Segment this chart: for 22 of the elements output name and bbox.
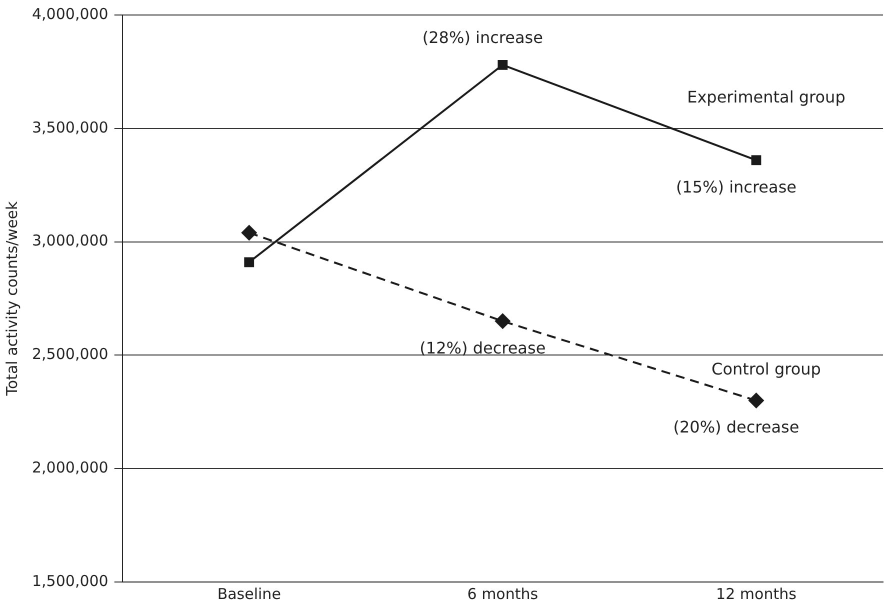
annotation: (28%) increase (422, 28, 543, 48)
annotation: (15%) increase (676, 177, 797, 196)
x-tick-label: Baseline (217, 584, 281, 603)
x-tick-label: 12 months (716, 584, 797, 603)
point (494, 313, 511, 330)
y-axis-title: Total activity counts/week (2, 200, 21, 397)
y-tick-label: 3,000,000 (32, 232, 108, 250)
x-tick-label: 6 months (467, 584, 538, 603)
point (241, 224, 258, 241)
y-tick-label: 2,000,000 (32, 458, 108, 476)
series-label: Control group (712, 360, 821, 379)
y-tick-label: 2,500,000 (32, 345, 108, 364)
point (748, 392, 764, 409)
point (751, 155, 762, 166)
y-tick-label: 1,500,000 (32, 572, 108, 590)
point (498, 60, 508, 70)
series-label: Experimental group (687, 87, 846, 106)
y-tick-label: 3,500,000 (32, 118, 108, 136)
y-tick-label: 4,000,000 (32, 4, 108, 23)
point (244, 257, 254, 268)
annotation: (12%) decrease (420, 338, 546, 358)
annotation: (20%) decrease (673, 418, 800, 437)
